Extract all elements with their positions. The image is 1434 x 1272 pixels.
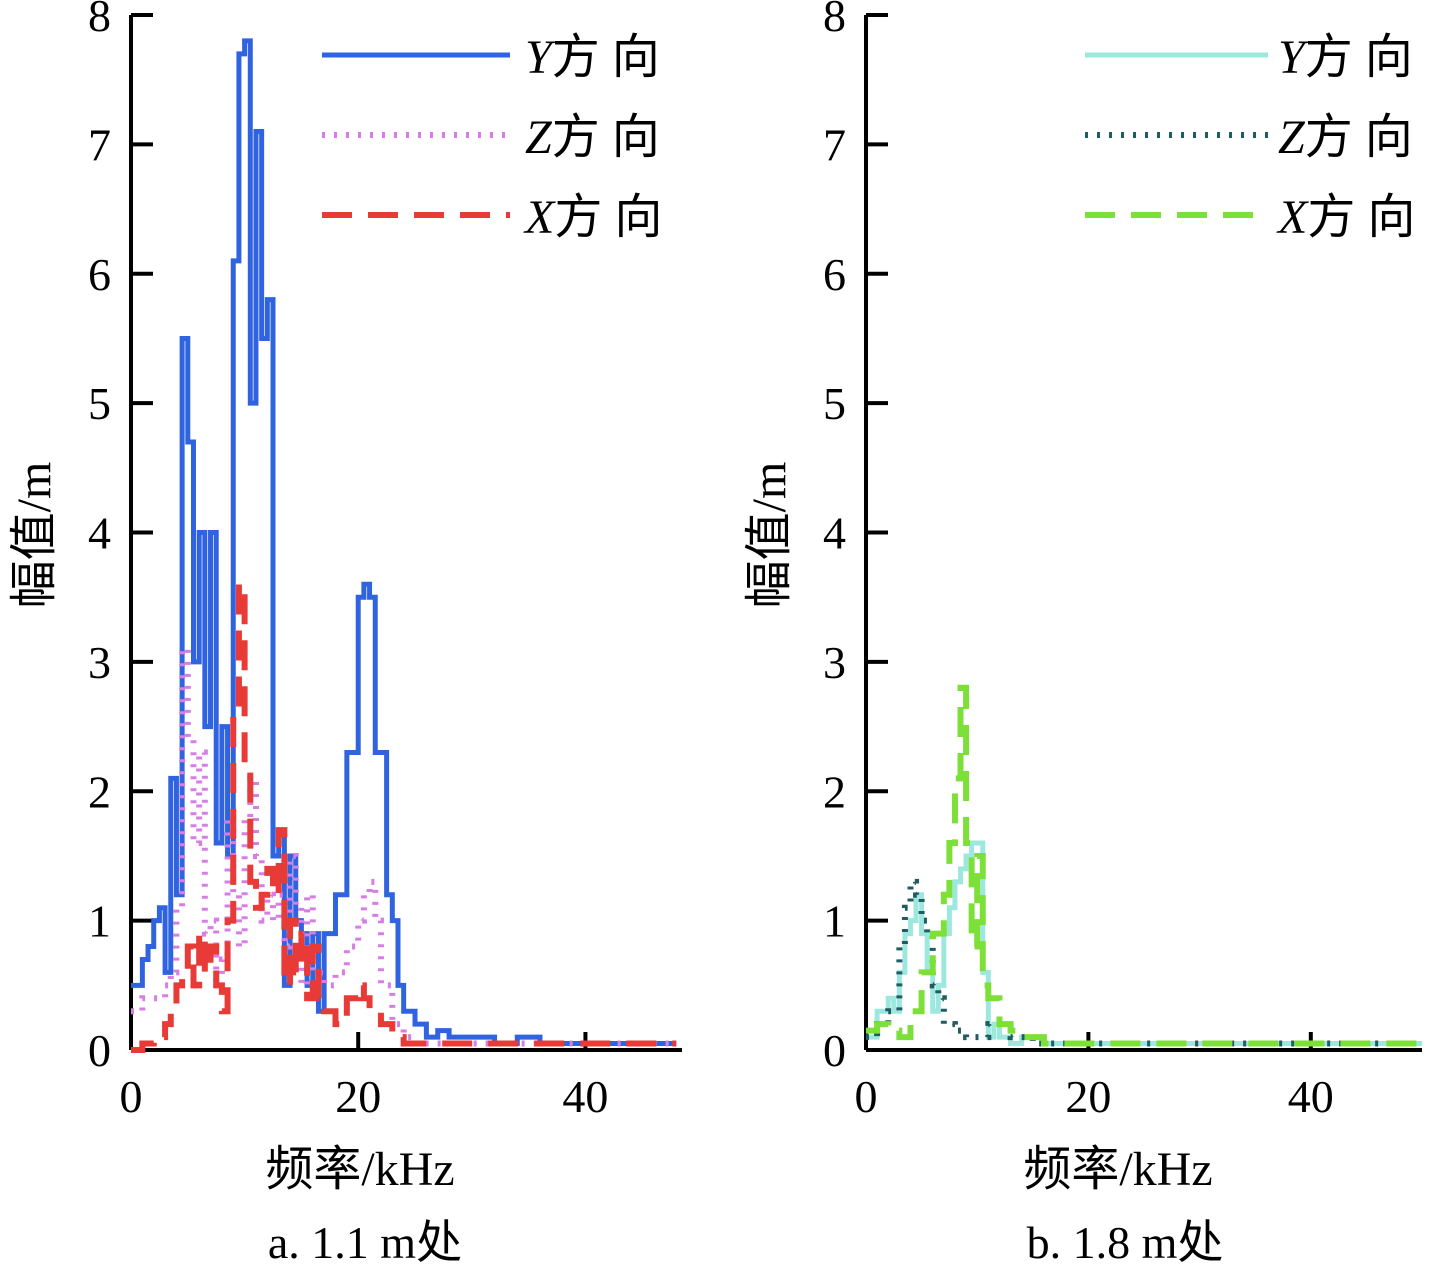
legend-label-x: X方 向 [523, 191, 662, 244]
legend-direction-text: 方 向 [1307, 191, 1415, 244]
panel-caption: b. 1.8 m处 [1027, 1217, 1224, 1268]
y-tick-label: 4 [88, 508, 111, 559]
y-tick-label: 0 [823, 1025, 846, 1076]
legend-axis-letter: Z [1278, 111, 1306, 164]
y-tick-label: 8 [88, 0, 111, 41]
legend-axis-letter: X [1276, 191, 1309, 244]
legend-direction-text: 方 向 [552, 111, 660, 164]
legend-direction-text: 方 向 [1305, 31, 1413, 84]
y-axis-label: 幅值/m [8, 462, 61, 609]
y-tick-label: 2 [88, 766, 111, 817]
y-tick-label: 5 [823, 378, 846, 429]
y-tick-label: 3 [823, 637, 846, 688]
y-tick-label: 4 [823, 508, 846, 559]
x-tick-label: 20 [1065, 1071, 1111, 1122]
legend-axis-letter: Y [525, 31, 556, 84]
legend-label-z: Z方 向 [1278, 111, 1413, 164]
series-line-x [866, 684, 1422, 1047]
y-axis-label: 幅值/m [743, 462, 796, 609]
legend-axis-letter: Y [1278, 31, 1309, 84]
legend-direction-text: 方 向 [552, 31, 660, 84]
y-tick-label: 6 [88, 249, 111, 300]
x-tick-label: 0 [120, 1071, 143, 1122]
legend-label-y: Y方 向 [525, 31, 660, 84]
series-line-z [131, 645, 677, 1047]
legend-axis-letter: Z [525, 111, 553, 164]
y-tick-label: 1 [823, 896, 846, 947]
x-tick-label: 20 [335, 1071, 381, 1122]
y-tick-label: 5 [88, 378, 111, 429]
x-tick-label: 40 [1288, 1071, 1334, 1122]
panel-caption: a. 1.1 m处 [268, 1217, 462, 1268]
y-tick-label: 8 [823, 0, 846, 41]
legend-axis-letter: X [523, 191, 556, 244]
y-tick-label: 7 [88, 119, 111, 170]
legend-label-x: X方 向 [1276, 191, 1415, 244]
series-line-y [131, 38, 677, 1047]
legend-direction-text: 方 向 [1305, 111, 1413, 164]
legend-direction-text: 方 向 [554, 191, 662, 244]
y-tick-label: 1 [88, 896, 111, 947]
x-axis-label: 频率/kHz [265, 1143, 454, 1196]
x-tick-label: 40 [562, 1071, 608, 1122]
y-tick-label: 3 [88, 637, 111, 688]
legend-label-z: Z方 向 [525, 111, 660, 164]
legend-label-y: Y方 向 [1278, 31, 1413, 84]
x-axis-label: 频率/kHz [1023, 1143, 1212, 1196]
y-tick-label: 7 [823, 119, 846, 170]
series-line-y [866, 840, 1422, 1047]
y-tick-label: 2 [823, 766, 846, 817]
x-tick-label: 0 [855, 1071, 878, 1122]
y-tick-label: 0 [88, 1025, 111, 1076]
y-tick-label: 6 [823, 249, 846, 300]
